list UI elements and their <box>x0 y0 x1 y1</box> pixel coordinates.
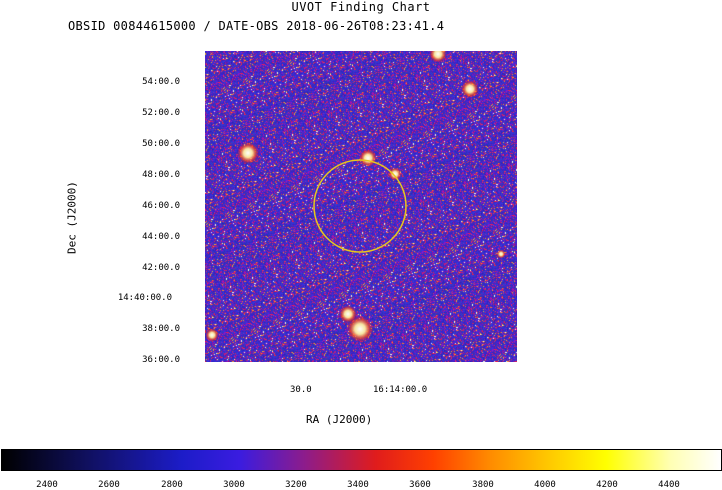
ytick-label: 46:00.0 <box>142 201 180 211</box>
ytick-label: 44:00.0 <box>142 232 180 242</box>
colorbar-tick-label: 2400 <box>36 480 58 490</box>
colorbar-tick-label: 3000 <box>223 480 245 490</box>
colorbar-tick-label: 3600 <box>409 480 431 490</box>
ytick-label: 38:00.0 <box>142 324 180 334</box>
colorbar <box>1 449 722 471</box>
ytick-label: 36:00.0 <box>142 355 180 365</box>
colorbar-tick-label: 3200 <box>285 480 307 490</box>
ytick-label: 48:00.0 <box>142 170 180 180</box>
colorbar-tick-label: 2800 <box>161 480 183 490</box>
colorbar-tick-label: 4000 <box>534 480 556 490</box>
sky-image <box>205 51 517 362</box>
colorbar-tick-label: 4400 <box>658 480 680 490</box>
colorbar-tick-label: 4200 <box>596 480 618 490</box>
ytick-label: 42:00.0 <box>142 263 180 273</box>
chart-subtitle: OBSID 00844615000 / DATE-OBS 2018-06-26T… <box>68 19 445 33</box>
colorbar-tick-label: 2600 <box>98 480 120 490</box>
xtick-label: 30.0 <box>290 385 312 395</box>
ytick-label: 50:00.0 <box>142 139 180 149</box>
y-axis-label: Dec (J2000) <box>65 181 79 254</box>
image-panel[interactable] <box>205 51 517 362</box>
ytick-label: 54:00.0 <box>142 77 180 87</box>
colorbar-tick-label: 3800 <box>472 480 494 490</box>
ytick-label: 52:00.0 <box>142 108 180 118</box>
xtick-label: 16:14:00.0 <box>373 385 428 395</box>
x-axis-label: RA (J2000) <box>306 413 373 426</box>
ytick-label: 14:40:00.0 <box>117 293 172 303</box>
colorbar-tick-label: 3400 <box>347 480 369 490</box>
chart-title: UVOT Finding Chart <box>291 0 431 14</box>
